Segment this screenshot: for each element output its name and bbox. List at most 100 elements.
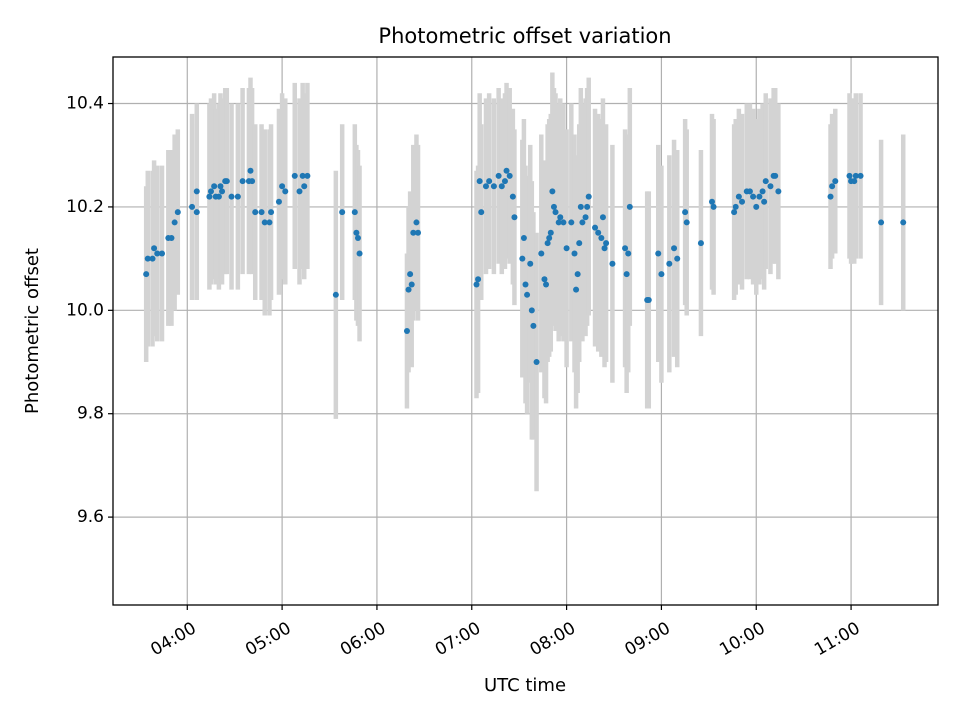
axes-frame [112,56,939,606]
data-point [582,214,589,221]
data-point [211,183,218,190]
data-point [410,229,417,236]
data-point [266,219,273,226]
data-point [415,229,422,236]
data-point [154,250,161,257]
data-point [552,209,559,216]
data-point [759,188,766,195]
data-point [268,209,275,216]
data-point [332,291,339,298]
y-tick-label: 10.2 [66,197,104,217]
data-point [735,193,742,200]
data-point [544,240,551,247]
data-point [301,183,308,190]
data-point [339,209,346,216]
data-point [671,245,678,252]
data-point [509,193,516,200]
data-point [603,240,610,247]
data-point [708,198,715,205]
data-point [239,178,246,185]
data-point [878,219,885,226]
data-point [511,214,518,221]
data-point [482,183,489,190]
data-point [524,291,531,298]
data-point [851,178,858,185]
data-point [506,172,513,179]
data-point [144,255,151,262]
data-point [645,296,652,303]
data-point [247,167,254,174]
y-tick-label: 9.6 [77,507,104,527]
data-point [750,193,757,200]
data-point [193,209,200,216]
data-point [478,209,485,216]
data-point [219,188,226,195]
data-point [279,183,286,190]
data-point [490,183,497,190]
data-point [234,193,241,200]
data-point [852,172,859,179]
data-point [168,234,175,241]
data-point [579,219,586,226]
data-point [258,209,265,216]
data-point [223,178,230,185]
data-point [501,178,508,185]
data-point [522,281,529,288]
data-point [592,224,599,231]
data-point [598,234,605,241]
data-point [193,188,200,195]
data-point [143,271,150,278]
y-tick-label: 10.4 [66,94,104,114]
data-point [549,188,556,195]
data-point [560,219,567,226]
data-point [249,178,256,185]
data-point [623,271,630,278]
data-point [207,188,214,195]
y-axis-title: Photometric offset [22,248,43,414]
data-point [408,281,415,288]
data-point [354,234,361,241]
data-point [538,250,545,257]
data-point [503,167,510,174]
data-point [599,214,606,221]
data-point [555,219,562,226]
data-point [775,188,782,195]
data-point [577,203,584,210]
data-point [753,203,760,210]
data-point [299,172,306,179]
data-point [574,271,581,278]
data-point [832,178,839,185]
data-point [682,209,689,216]
data-point [697,240,704,247]
data-point [547,229,554,236]
data-point [655,250,662,257]
data-point [356,250,363,257]
data-point [609,260,616,267]
data-point [407,271,414,278]
data-point [351,209,358,216]
data-point [683,219,690,226]
data-point [846,172,853,179]
data-point [498,183,505,190]
data-point [829,183,836,190]
data-point [189,203,196,210]
data-point [585,193,592,200]
data-point [827,193,834,200]
data-point [767,183,774,190]
data-point [543,281,550,288]
data-point [573,286,580,293]
data-point [626,203,633,210]
data-point [666,260,673,267]
data-point [568,219,575,226]
data-point [228,193,235,200]
data-point [282,188,289,195]
data-point [275,198,282,205]
y-tick-label: 9.8 [77,404,104,424]
data-point [571,250,578,257]
plot-area [112,56,939,606]
data-point [519,255,526,262]
data-point [149,255,156,262]
data-point [413,219,420,226]
y-tick-label: 10.0 [66,300,104,320]
data-point [473,281,480,288]
